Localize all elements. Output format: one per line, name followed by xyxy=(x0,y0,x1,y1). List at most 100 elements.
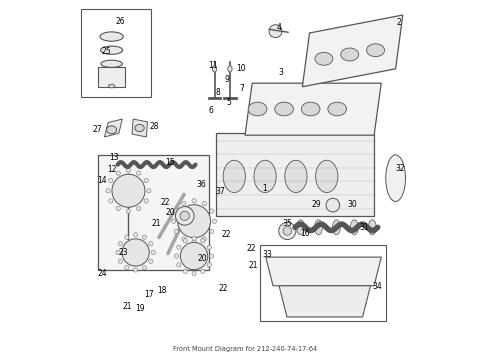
Polygon shape xyxy=(266,257,381,286)
Circle shape xyxy=(118,259,122,264)
Ellipse shape xyxy=(316,160,338,193)
Ellipse shape xyxy=(333,220,341,235)
Text: 16: 16 xyxy=(300,229,310,238)
Ellipse shape xyxy=(368,220,376,235)
Circle shape xyxy=(118,242,122,246)
Polygon shape xyxy=(104,119,122,137)
Text: 32: 32 xyxy=(395,164,405,173)
Text: 21: 21 xyxy=(248,261,258,270)
Ellipse shape xyxy=(254,160,276,193)
Circle shape xyxy=(144,199,148,203)
Circle shape xyxy=(124,266,129,270)
Circle shape xyxy=(207,263,212,267)
Circle shape xyxy=(109,199,113,203)
Text: 29: 29 xyxy=(311,200,321,209)
Text: 33: 33 xyxy=(262,250,272,259)
Polygon shape xyxy=(98,155,209,270)
Circle shape xyxy=(126,168,131,172)
Circle shape xyxy=(202,201,206,206)
Polygon shape xyxy=(279,286,370,317)
Circle shape xyxy=(201,239,205,243)
Text: 22: 22 xyxy=(161,198,170,207)
Circle shape xyxy=(126,209,131,213)
Ellipse shape xyxy=(212,66,217,72)
Text: 14: 14 xyxy=(97,176,106,185)
Text: 26: 26 xyxy=(115,17,125,26)
Circle shape xyxy=(147,189,151,193)
Ellipse shape xyxy=(350,220,358,235)
Text: 22: 22 xyxy=(218,284,227,293)
Ellipse shape xyxy=(100,32,123,41)
Text: 15: 15 xyxy=(165,158,174,167)
Ellipse shape xyxy=(326,198,340,212)
Circle shape xyxy=(144,179,148,183)
Text: 21: 21 xyxy=(122,302,132,311)
Circle shape xyxy=(180,211,190,221)
Circle shape xyxy=(192,271,196,276)
Circle shape xyxy=(183,269,188,273)
Text: 20: 20 xyxy=(166,208,175,217)
Ellipse shape xyxy=(135,125,144,132)
Circle shape xyxy=(148,242,153,246)
Circle shape xyxy=(137,171,141,175)
Text: 19: 19 xyxy=(135,304,145,313)
Text: 25: 25 xyxy=(101,47,111,56)
Circle shape xyxy=(112,174,145,207)
Text: 35: 35 xyxy=(282,219,292,228)
Text: 31: 31 xyxy=(359,223,369,232)
Text: 37: 37 xyxy=(216,187,225,196)
Circle shape xyxy=(192,199,196,203)
Circle shape xyxy=(172,219,176,224)
Polygon shape xyxy=(245,83,381,135)
Text: 3: 3 xyxy=(278,68,283,77)
Text: 13: 13 xyxy=(109,153,119,162)
Text: 12: 12 xyxy=(108,165,117,174)
Ellipse shape xyxy=(296,220,304,235)
Circle shape xyxy=(182,201,186,206)
Ellipse shape xyxy=(301,102,320,116)
Circle shape xyxy=(210,254,214,258)
Circle shape xyxy=(174,229,178,234)
Polygon shape xyxy=(132,119,147,137)
Circle shape xyxy=(175,207,194,225)
Ellipse shape xyxy=(285,160,307,193)
Circle shape xyxy=(207,245,212,249)
Circle shape xyxy=(210,209,214,213)
Text: 4: 4 xyxy=(277,23,282,32)
Circle shape xyxy=(174,254,179,258)
Circle shape xyxy=(180,242,208,270)
Circle shape xyxy=(116,171,121,175)
Ellipse shape xyxy=(107,126,117,134)
Circle shape xyxy=(192,236,196,240)
Circle shape xyxy=(124,235,129,239)
Circle shape xyxy=(148,259,153,264)
Circle shape xyxy=(174,209,178,213)
Ellipse shape xyxy=(101,60,122,67)
Circle shape xyxy=(177,245,181,249)
Circle shape xyxy=(279,222,296,239)
Text: 10: 10 xyxy=(237,64,246,73)
Text: 34: 34 xyxy=(372,282,382,291)
Circle shape xyxy=(142,266,147,270)
Bar xyxy=(98,67,125,87)
Polygon shape xyxy=(302,15,403,87)
Text: 23: 23 xyxy=(119,248,128,257)
Text: 22: 22 xyxy=(221,230,231,239)
Circle shape xyxy=(283,226,292,235)
Circle shape xyxy=(137,206,141,211)
Circle shape xyxy=(210,229,214,234)
Text: 18: 18 xyxy=(157,286,167,295)
Text: 2: 2 xyxy=(397,18,402,27)
Text: 5: 5 xyxy=(226,98,231,107)
Circle shape xyxy=(177,263,181,267)
Ellipse shape xyxy=(223,160,245,193)
Ellipse shape xyxy=(315,52,333,65)
Text: 1: 1 xyxy=(262,184,267,193)
Circle shape xyxy=(177,205,211,238)
Circle shape xyxy=(212,219,217,224)
Circle shape xyxy=(133,268,138,272)
Circle shape xyxy=(269,25,282,38)
Circle shape xyxy=(116,250,120,255)
Text: 7: 7 xyxy=(239,84,244,93)
Circle shape xyxy=(133,233,138,237)
